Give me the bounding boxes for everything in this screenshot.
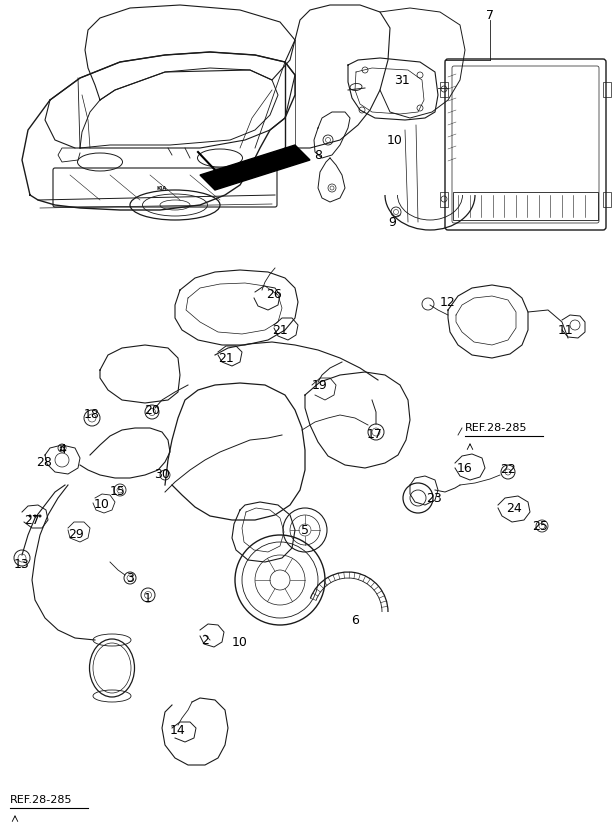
Text: REF.28-285: REF.28-285 xyxy=(465,423,527,433)
Text: 2: 2 xyxy=(201,634,209,646)
Text: 29: 29 xyxy=(68,527,84,540)
Text: 31: 31 xyxy=(394,73,410,87)
Text: 21: 21 xyxy=(218,351,234,364)
Text: 6: 6 xyxy=(351,615,359,627)
Text: 27: 27 xyxy=(24,514,40,526)
Text: 8: 8 xyxy=(314,148,322,162)
Bar xyxy=(603,82,611,97)
Text: 9: 9 xyxy=(388,215,396,229)
Text: KIA: KIA xyxy=(156,185,168,190)
Bar xyxy=(440,82,448,97)
Text: 1: 1 xyxy=(144,591,152,605)
Text: REF.28-285: REF.28-285 xyxy=(10,795,73,805)
Text: 3: 3 xyxy=(126,571,134,585)
Circle shape xyxy=(38,515,41,518)
Text: 24: 24 xyxy=(506,501,522,515)
Text: 11: 11 xyxy=(558,324,574,336)
Circle shape xyxy=(33,515,36,518)
Text: 7: 7 xyxy=(486,8,494,22)
Text: 12: 12 xyxy=(440,295,456,309)
Circle shape xyxy=(28,515,31,518)
Bar xyxy=(603,192,611,207)
Text: 26: 26 xyxy=(266,289,282,302)
Circle shape xyxy=(60,446,64,450)
Text: 28: 28 xyxy=(36,455,52,469)
Text: 10: 10 xyxy=(387,133,403,147)
Bar xyxy=(453,192,598,220)
Text: 5: 5 xyxy=(301,524,309,536)
Text: 10: 10 xyxy=(232,636,248,650)
Text: 4: 4 xyxy=(58,443,66,455)
Polygon shape xyxy=(200,145,310,190)
Text: 10: 10 xyxy=(94,498,110,510)
Bar xyxy=(440,192,448,207)
Text: 13: 13 xyxy=(14,557,30,570)
Text: 23: 23 xyxy=(426,491,442,505)
Text: 18: 18 xyxy=(84,408,100,420)
Text: 25: 25 xyxy=(532,520,548,532)
Text: 21: 21 xyxy=(272,324,288,336)
Text: 17: 17 xyxy=(367,428,383,440)
Text: 20: 20 xyxy=(144,404,160,416)
Text: 16: 16 xyxy=(457,461,473,475)
Text: 30: 30 xyxy=(154,468,170,480)
Text: 14: 14 xyxy=(170,724,186,736)
Text: 22: 22 xyxy=(500,463,516,475)
Text: 19: 19 xyxy=(312,379,328,391)
Text: 15: 15 xyxy=(110,485,126,498)
